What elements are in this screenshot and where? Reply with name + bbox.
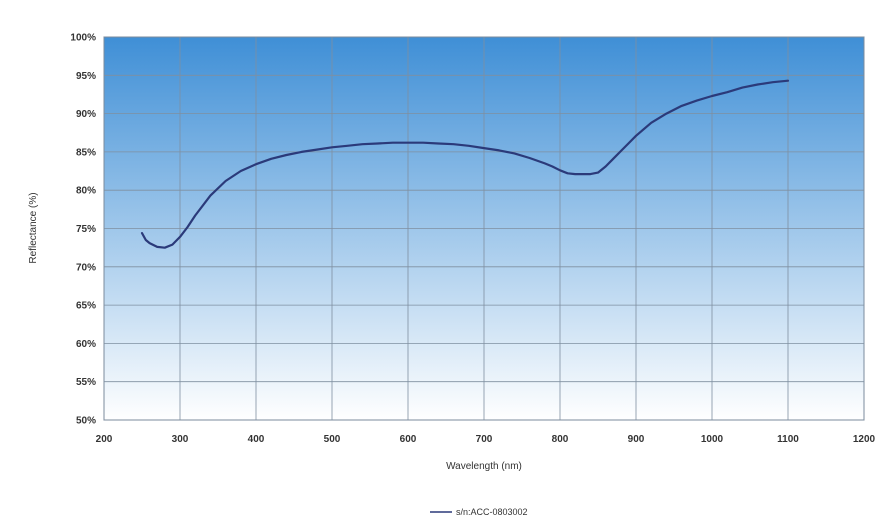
x-tick-label: 1200 (853, 434, 876, 445)
x-axis-ticks: 200 300 400 500 600 700 800 900 1000 1100 1200 (96, 434, 876, 445)
y-tick-label: 70% (76, 262, 96, 273)
y-tick-label: 90% (76, 109, 96, 120)
y-tick-label: 95% (76, 71, 96, 82)
y-tick-label: 100% (70, 33, 96, 44)
y-tick-label: 55% (76, 377, 96, 388)
y-axis-ticks: 50% 55% 60% 65% 70% 75% 80% 85% 90% 95% 100% (70, 33, 96, 427)
y-tick-label: 85% (76, 147, 96, 158)
y-tick-label: 80% (76, 186, 96, 197)
y-tick-label: 50% (76, 416, 96, 427)
x-tick-label: 300 (172, 434, 189, 445)
x-tick-label: 200 (96, 434, 113, 445)
series-line (140, 79, 790, 249)
x-tick-label: 1000 (701, 434, 724, 445)
x-tick-label: 600 (400, 434, 417, 445)
x-tick-label: 1100 (777, 434, 799, 445)
x-tick-label: 400 (248, 434, 265, 445)
series-layer (140, 79, 790, 249)
x-tick-label: 700 (476, 434, 493, 445)
y-tick-label: 60% (76, 339, 96, 350)
y-tick-label: 65% (76, 301, 96, 312)
x-tick-label: 800 (552, 434, 569, 445)
grid-lines (103, 36, 865, 421)
legend-label: s/n:ACC-0803002 (456, 507, 528, 517)
y-tick-label: 75% (76, 224, 96, 235)
legend: s/n:ACC-0803002 (430, 507, 528, 517)
x-tick-label: 500 (324, 434, 341, 445)
x-tick-label: 900 (628, 434, 645, 445)
y-axis-title: Reflectance (%) (28, 192, 39, 263)
x-axis-title: Wavelength (nm) (446, 461, 522, 472)
